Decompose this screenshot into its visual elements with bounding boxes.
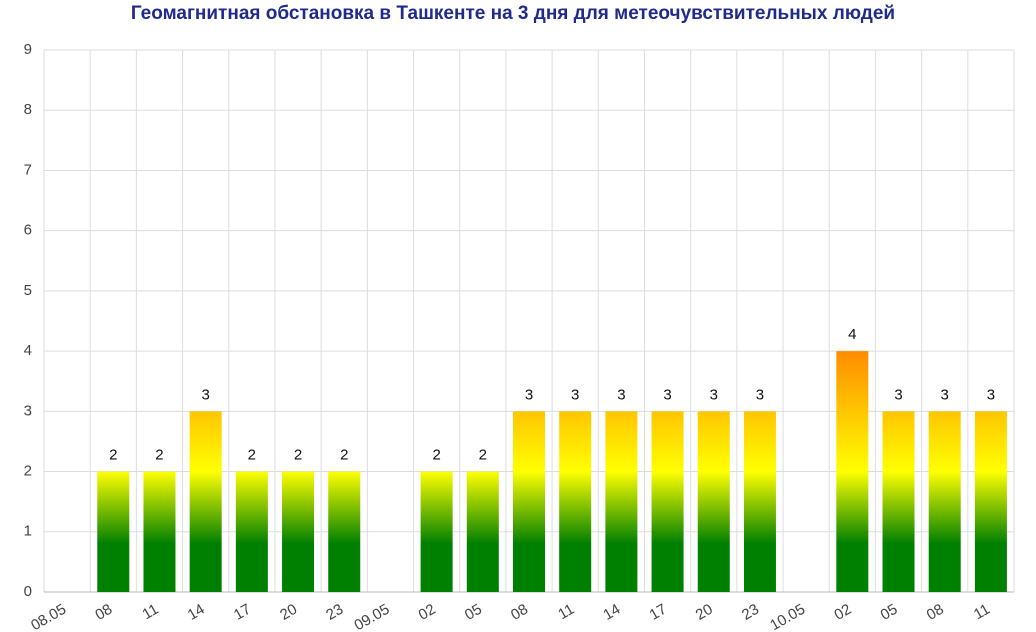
value-label: 3	[663, 386, 671, 403]
value-label: 2	[294, 447, 302, 464]
bar	[928, 411, 961, 592]
x-tick-label: 14	[185, 601, 208, 624]
value-label: 2	[432, 447, 440, 464]
bar	[836, 351, 869, 592]
bar	[743, 411, 776, 592]
bar	[97, 471, 130, 592]
x-tick-label: 20	[277, 601, 300, 624]
bar	[974, 411, 1007, 592]
y-tick-label: 2	[24, 463, 32, 480]
bar	[143, 471, 176, 592]
bar	[605, 411, 638, 592]
x-tick-label: 09.05	[351, 601, 392, 632]
y-tick-label: 0	[24, 583, 32, 600]
x-tick-label: 02	[831, 601, 854, 624]
value-label: 2	[479, 447, 487, 464]
bar	[328, 471, 361, 592]
value-label: 3	[756, 386, 764, 403]
x-tick-label: 05	[462, 601, 485, 624]
x-tick-label: 14	[600, 601, 623, 624]
bar	[697, 411, 730, 592]
value-label: 3	[201, 386, 209, 403]
value-label: 2	[109, 447, 117, 464]
value-label: 2	[340, 447, 348, 464]
x-tick-label: 11	[139, 601, 161, 624]
x-tick-label: 08	[508, 601, 531, 624]
bar	[882, 411, 915, 592]
value-label: 3	[571, 386, 579, 403]
y-tick-label: 5	[24, 282, 32, 299]
value-label: 3	[987, 386, 995, 403]
x-tick-label: 17	[231, 601, 254, 624]
bar	[282, 471, 315, 592]
x-tick-label: 08.05	[28, 601, 69, 632]
x-tick-label: 23	[323, 601, 346, 624]
bar	[466, 471, 499, 592]
chart-title: Геомагнитная обстановка в Ташкенте на 3 …	[131, 3, 895, 24]
bar	[651, 411, 684, 592]
value-label: 3	[941, 386, 949, 403]
x-tick-label: 10.05	[767, 601, 808, 632]
x-tick-label: 11	[971, 601, 993, 624]
bar	[420, 471, 453, 592]
x-tick-label: 23	[739, 601, 762, 624]
value-label: 2	[248, 447, 256, 464]
y-tick-label: 3	[24, 402, 32, 419]
value-label: 3	[617, 386, 625, 403]
y-tick-label: 9	[24, 41, 32, 58]
y-tick-label: 4	[24, 342, 32, 359]
x-tick-label: 17	[647, 601, 670, 624]
y-tick-label: 7	[24, 161, 32, 178]
value-label: 3	[894, 386, 902, 403]
x-tick-label: 05	[878, 601, 901, 624]
value-label: 3	[710, 386, 718, 403]
x-tick-label: 11	[555, 601, 577, 624]
bar	[513, 411, 545, 592]
bar	[235, 471, 268, 592]
y-tick-label: 1	[24, 523, 32, 540]
x-tick-label: 20	[693, 601, 716, 624]
value-label: 3	[525, 386, 533, 403]
value-label: 2	[155, 447, 163, 464]
x-tick-label: 08	[92, 601, 115, 624]
bar	[189, 411, 222, 592]
y-tick-label: 6	[24, 222, 32, 239]
x-tick-label: 08	[924, 601, 947, 624]
bar	[559, 411, 592, 592]
y-tick-label: 8	[24, 101, 32, 118]
value-label: 4	[848, 326, 856, 343]
x-tick-label: 02	[416, 601, 439, 624]
